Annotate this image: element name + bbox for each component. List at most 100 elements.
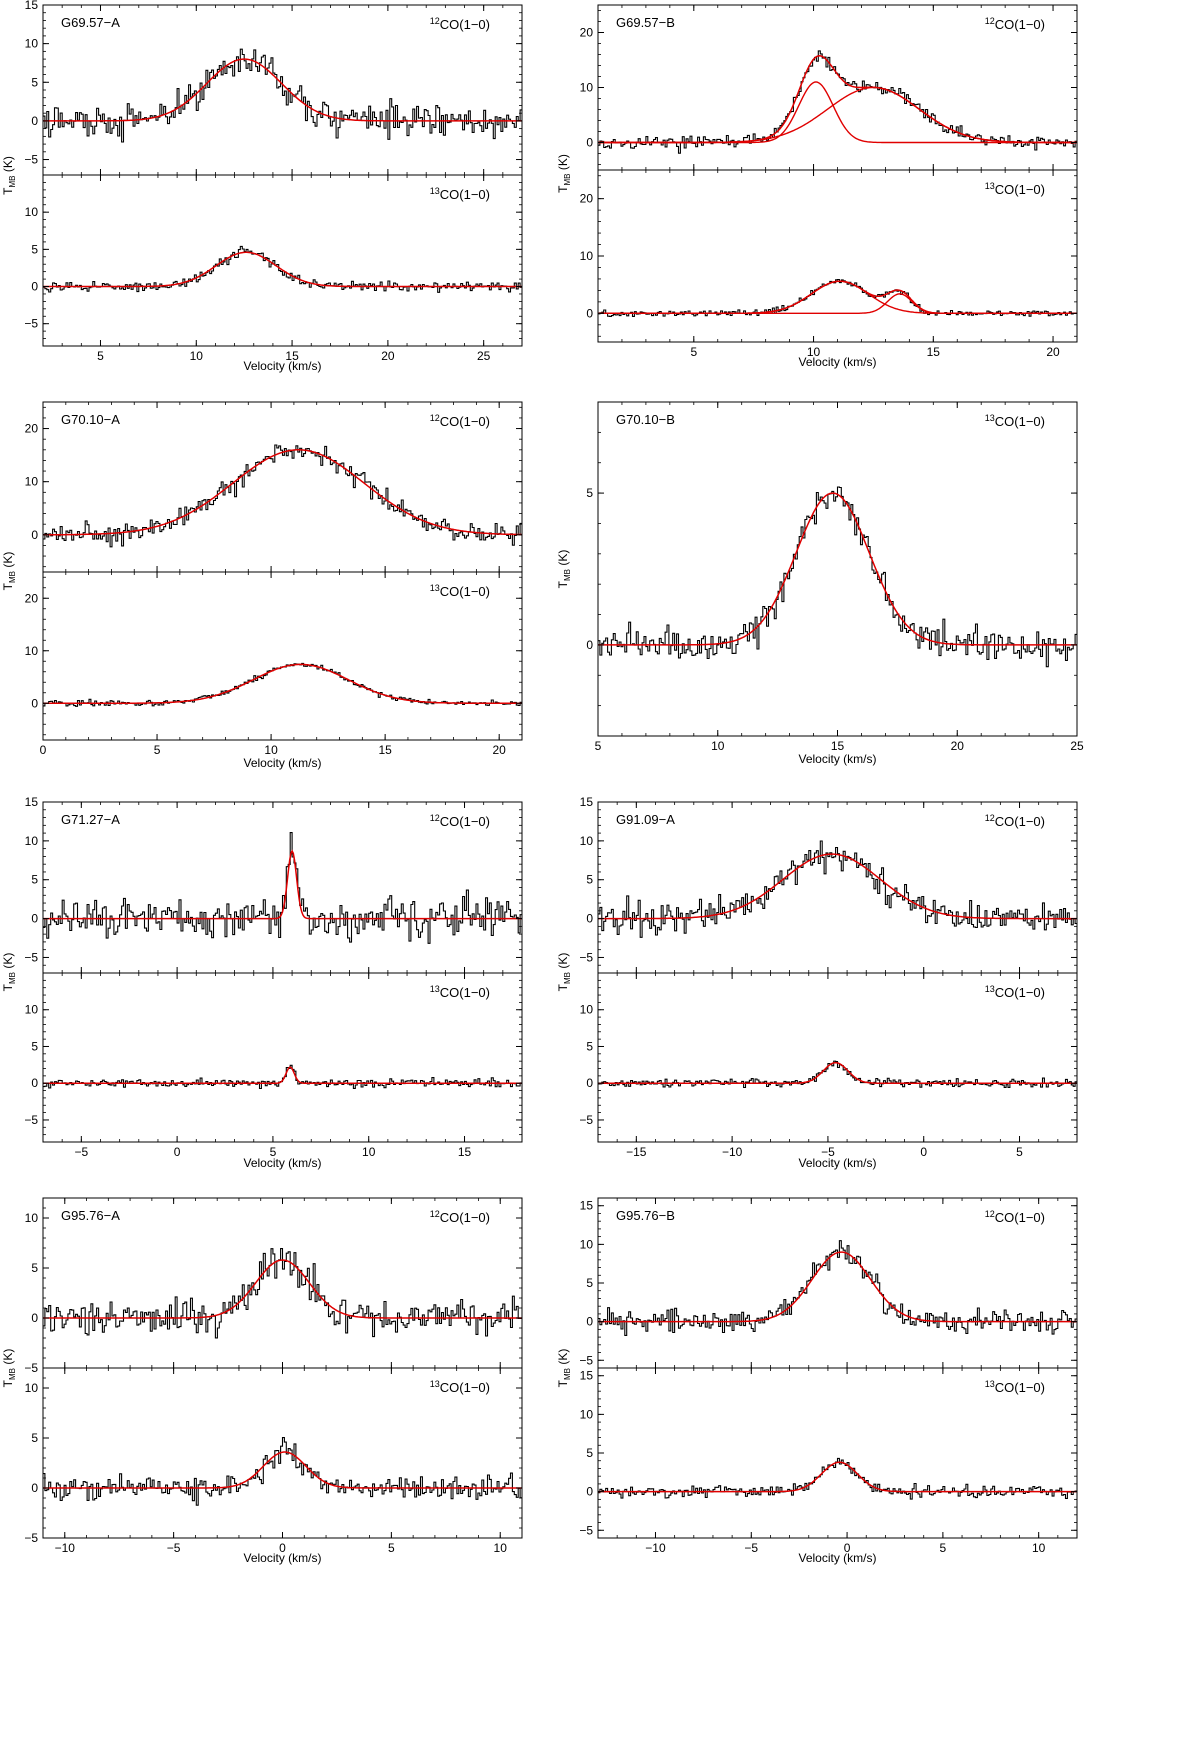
line-label: 12CO(1−0) <box>985 813 1045 829</box>
source-name: G91.09−A <box>616 812 675 827</box>
y-tick-label: 10 <box>25 37 39 51</box>
spectrum-chart-G71.27-A: −5 0 5 10 15 12CO(1−0) G71.27−A −5 0 5 10 13CO(1−0)… <box>1 795 523 1170</box>
panel-13CO(1-0): −5 0 5 10 15 13CO(1−0) <box>579 1367 1078 1539</box>
x-tick-label: 20 <box>951 739 965 753</box>
gaussian-fit-line <box>598 853 1077 920</box>
line-label: 13CO(1−0) <box>430 583 490 599</box>
spectrum-chart-G69.57-B: 0 10 20 12CO(1−0) G69.57−B 0 10 20 13CO(1−0) 5 10 1… <box>556 4 1078 369</box>
panel-12CO(1-0): 0 10 20 12CO(1−0) G69.57−B <box>580 4 1078 171</box>
y-axis-label: TMB (K) <box>1 156 17 195</box>
panel-frame <box>597 401 1078 737</box>
panel-frame <box>597 972 1078 1143</box>
panel-13CO(1-0): −5 0 5 10 13CO(1−0) <box>24 1367 523 1545</box>
line-label: 13CO(1−0) <box>430 984 490 1000</box>
y-tick-label: −5 <box>579 950 593 964</box>
x-tick-label: 5 <box>154 743 161 757</box>
x-tick-label: 5 <box>1016 1145 1023 1159</box>
y-axis-label: TMB (K) <box>1 953 17 992</box>
y-tick-label: 10 <box>25 644 39 658</box>
line-label: 12CO(1−0) <box>430 16 490 32</box>
spectrum-trace <box>43 832 522 944</box>
y-tick-label: 0 <box>31 114 38 128</box>
x-tick-label: 15 <box>927 345 941 359</box>
x-tick-label: 15 <box>458 1145 472 1159</box>
spectrum-trace <box>43 1064 522 1090</box>
gaussian-fit-line <box>598 280 1077 315</box>
y-tick-label: 10 <box>580 81 594 95</box>
panel-12CO(1-0): 0 10 20 12CO(1−0) G70.10−A <box>25 401 523 573</box>
y-tick-label: −5 <box>24 153 38 167</box>
x-tick-label: 10 <box>264 743 278 757</box>
spectrum-trace <box>43 1437 522 1506</box>
spectrum-trace <box>598 840 1077 938</box>
y-tick-label: −5 <box>579 1353 593 1367</box>
spectrum-chart-G95.76-A: −5 0 5 10 12CO(1−0) G95.76−A −5 0 5 10 13CO(1−0) −1… <box>1 1197 523 1565</box>
gaussian-fit-line <box>598 55 1077 144</box>
y-tick-label: 15 <box>580 1369 594 1383</box>
y-tick-label: 10 <box>25 1381 39 1395</box>
y-tick-label: 5 <box>586 486 593 500</box>
panel-12CO(1-0): −5 0 5 10 15 12CO(1−0) G69.57−A <box>24 0 523 176</box>
y-axis-label: TMB (K) <box>556 1349 572 1388</box>
gaussian-fit-line <box>43 1451 522 1489</box>
x-tick-label: 0 <box>279 1541 286 1555</box>
line-label: 12CO(1−0) <box>985 16 1045 32</box>
y-tick-label: 5 <box>31 242 38 256</box>
x-tick-label: 5 <box>690 345 697 359</box>
panel-13CO(1-0): 0 10 20 13CO(1−0) <box>580 169 1078 343</box>
y-tick-label: −5 <box>579 1523 593 1537</box>
source-name: G95.76−B <box>616 1208 675 1223</box>
panel-12CO(1-0): −5 0 5 10 12CO(1−0) G95.76−A <box>24 1197 523 1375</box>
y-tick-label: 0 <box>31 1076 38 1090</box>
panel-12CO(1-0): −5 0 5 10 15 12CO(1−0) G95.76−B <box>579 1197 1078 1369</box>
x-tick-label: 15 <box>285 349 299 363</box>
y-tick-label: 15 <box>580 795 594 809</box>
x-tick-label: 5 <box>97 349 104 363</box>
y-tick-label: 0 <box>586 1076 593 1090</box>
gaussian-component-1 <box>598 81 1077 144</box>
x-axis-label: Velocity (km/s) <box>243 756 321 770</box>
y-tick-label: 10 <box>580 249 594 263</box>
y-tick-label: 15 <box>25 0 39 12</box>
spectrum-trace <box>43 444 522 548</box>
x-axis-label: Velocity (km/s) <box>243 1551 321 1565</box>
y-tick-label: 20 <box>25 422 39 436</box>
source-name: G95.76−A <box>61 1208 120 1223</box>
x-axis-label: Velocity (km/s) <box>798 1551 876 1565</box>
gaussian-fit-line <box>43 849 522 920</box>
y-tick-label: 20 <box>25 591 39 605</box>
y-tick-label: −5 <box>579 1113 593 1127</box>
line-label: 13CO(1−0) <box>430 1379 490 1395</box>
x-tick-label: 0 <box>844 1541 851 1555</box>
panel-frame <box>42 174 523 347</box>
x-tick-label: 25 <box>1070 739 1084 753</box>
y-tick-label: 10 <box>580 1003 594 1017</box>
y-tick-label: 5 <box>31 1431 38 1445</box>
source-name: G69.57−B <box>616 15 675 30</box>
spectrum-trace <box>598 486 1077 668</box>
x-tick-label: 10 <box>807 345 821 359</box>
panel-frame <box>42 972 523 1143</box>
x-tick-label: 20 <box>493 743 507 757</box>
source-name: G70.10−B <box>616 412 675 427</box>
y-tick-label: 15 <box>25 795 39 809</box>
y-tick-label: 10 <box>25 834 39 848</box>
spectrum-trace <box>598 1240 1077 1336</box>
gaussian-fit-line <box>43 58 522 122</box>
x-tick-label: −5 <box>821 1145 835 1159</box>
y-axis-label: TMB (K) <box>1 1349 17 1388</box>
x-tick-label: 10 <box>190 349 204 363</box>
line-label: 12CO(1−0) <box>430 813 490 829</box>
panel-13CO(1-0): −5 0 5 10 13CO(1−0) <box>579 972 1078 1143</box>
gaussian-component-1 <box>598 280 1077 314</box>
x-tick-label: 10 <box>711 739 725 753</box>
x-tick-label: 25 <box>477 349 491 363</box>
y-tick-label: 20 <box>580 192 594 206</box>
spectrum-chart-G91.09-A: −5 0 5 10 15 12CO(1−0) G91.09−A −5 0 5 10 13CO(1−0)… <box>556 795 1078 1170</box>
panel-13CO(1-0): −5 0 5 10 13CO(1−0) <box>24 972 523 1143</box>
line-label: 13CO(1−0) <box>430 186 490 202</box>
y-axis-label: TMB (K) <box>556 550 572 589</box>
y-tick-label: 5 <box>586 873 593 887</box>
y-tick-label: 10 <box>25 1211 39 1225</box>
